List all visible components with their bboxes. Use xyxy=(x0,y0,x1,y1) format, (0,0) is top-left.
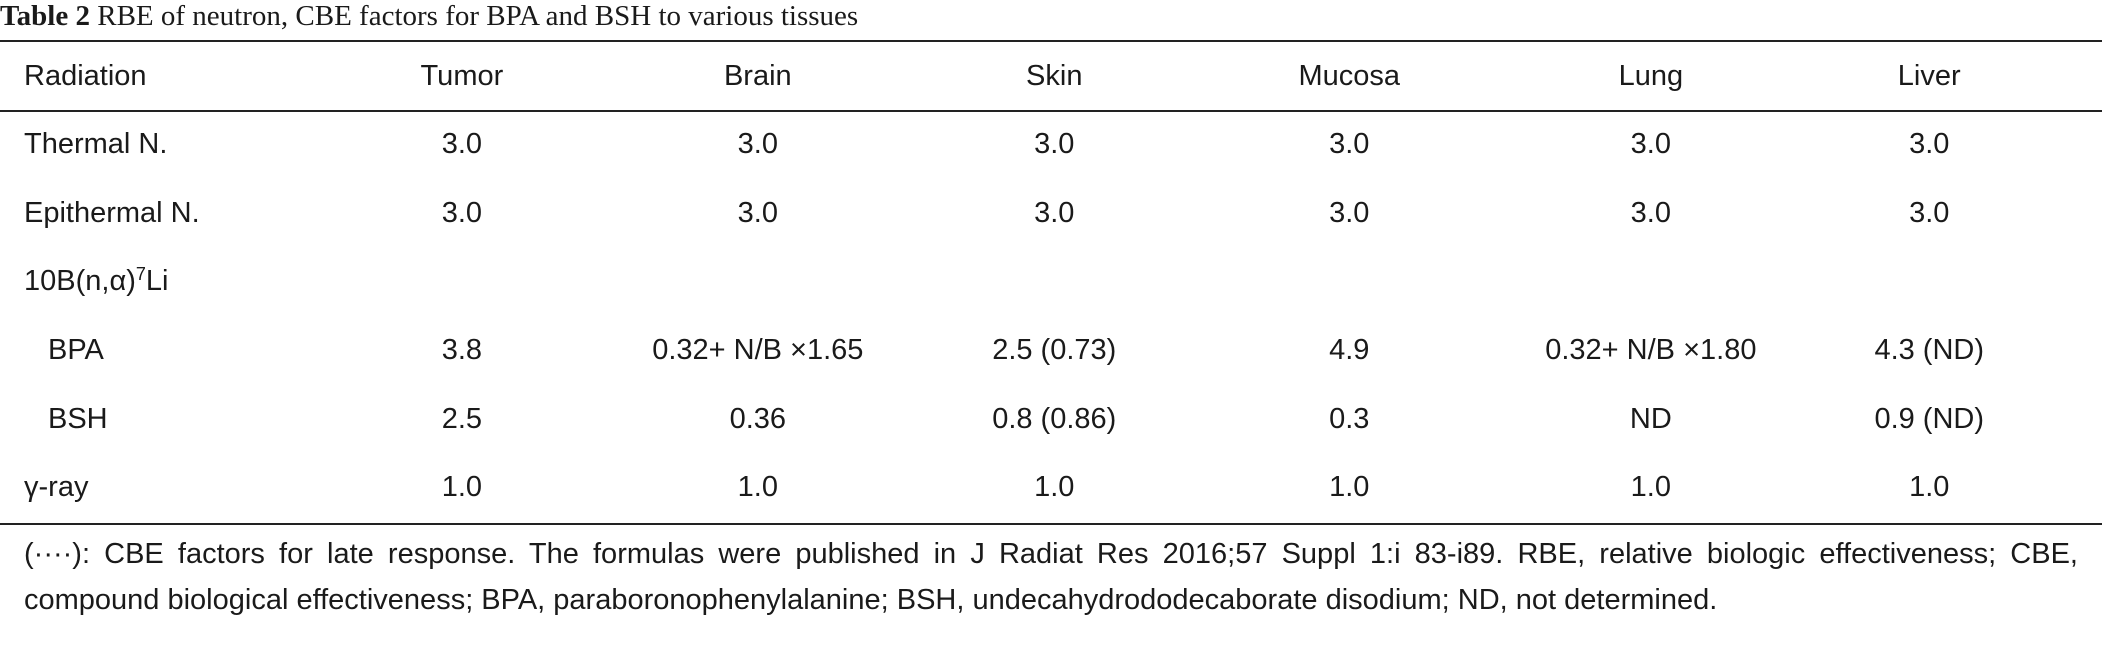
table-title: RBE of neutron, CBE factors for BPA and … xyxy=(97,0,859,32)
cell-lung: 1.0 xyxy=(1630,471,1671,504)
cell-brain: 1.0 xyxy=(737,471,778,504)
cell-mucosa xyxy=(1153,247,1545,316)
cell-lung: 0.32+ N/B ×1.80 xyxy=(1545,333,1757,366)
row-label: Thermal N. xyxy=(24,127,168,160)
cell-mucosa: 3.0 xyxy=(1329,196,1370,229)
cell-liver: 3.0 xyxy=(1909,127,1950,160)
cell-lung: 3.0 xyxy=(1630,127,1671,160)
cell-lung: 3.0 xyxy=(1630,196,1671,229)
cell-tumor: 3.0 xyxy=(441,127,483,160)
cell-skin: 1.0 xyxy=(1034,471,1075,504)
cell-mucosa: 3.0 xyxy=(1329,127,1370,160)
column-header-lung: Lung xyxy=(1618,59,1684,92)
cell-brain: 0.32+ N/B ×1.65 xyxy=(652,333,864,366)
row-label: γ-ray xyxy=(24,471,89,504)
cell-mucosa: 4.9 xyxy=(1329,333,1370,366)
bottom-rule xyxy=(0,523,2102,525)
table-row: BPA 3.8 0.32+ N/B ×1.65 2.5 (0.73) 4.9 0… xyxy=(0,316,2102,385)
row-label: 10B(n,α)7Li xyxy=(0,247,363,316)
top-rule xyxy=(0,40,2102,42)
column-header-liver: Liver xyxy=(1897,59,1961,92)
column-header-skin: Skin xyxy=(1026,59,1083,92)
cell-skin: 0.8 (0.86) xyxy=(992,402,1117,435)
cell-lung xyxy=(1545,247,1756,316)
cell-skin: 3.0 xyxy=(1034,127,1075,160)
table-row: γ-ray 1.0 1.0 1.0 1.0 1.0 1.0 xyxy=(0,453,2102,522)
cell-lung: ND xyxy=(1629,402,1672,435)
table-row: Epithermal N. 3.0 3.0 3.0 3.0 3.0 3.0 xyxy=(0,179,2102,248)
table-row: Thermal N. 3.0 3.0 3.0 3.0 3.0 3.0 xyxy=(0,110,2102,179)
table-caption: Table 2 RBE of neutron, CBE factors for … xyxy=(0,0,858,36)
column-header-radiation: Radiation xyxy=(24,59,147,92)
row-label: Epithermal N. xyxy=(24,196,200,229)
cell-brain: 3.0 xyxy=(737,196,778,229)
cell-tumor: 2.5 xyxy=(441,402,483,435)
cell-liver: 4.3 (ND) xyxy=(1874,333,1985,366)
cell-brain: 0.36 xyxy=(729,402,787,435)
cell-skin xyxy=(955,247,1153,316)
table-footnote: (····): CBE factors for late response. T… xyxy=(24,538,2078,616)
cell-tumor xyxy=(363,247,560,316)
cell-mucosa: 0.3 xyxy=(1329,402,1370,435)
cell-skin: 3.0 xyxy=(1034,196,1075,229)
table-row: 10B(n,α)7Li xyxy=(0,247,2102,316)
row-label: BPA xyxy=(48,333,104,366)
row-label: BSH xyxy=(48,402,108,435)
row-label-tail: Li xyxy=(145,265,169,298)
cell-brain: 3.0 xyxy=(737,127,778,160)
table-label: Table 2 xyxy=(0,0,90,32)
cell-tumor: 3.0 xyxy=(441,196,483,229)
cell-liver: 0.9 (ND) xyxy=(1874,402,1985,435)
table-row: BSH 2.5 0.36 0.8 (0.86) 0.3 ND 0.9 (ND) xyxy=(0,385,2102,454)
header-rule xyxy=(0,110,2102,112)
row-label-superscript: 7 xyxy=(135,264,146,285)
data-table: Radiation Tumor Brain Skin Mucosa Lung L… xyxy=(0,42,2102,522)
cell-liver: 3.0 xyxy=(1909,196,1950,229)
cell-liver: 1.0 xyxy=(1909,471,1950,504)
column-header-mucosa: Mucosa xyxy=(1298,59,1400,92)
column-header-brain: Brain xyxy=(723,59,792,92)
row-label-base: 10B(n,α) xyxy=(24,265,136,298)
cell-tumor: 3.8 xyxy=(441,333,483,366)
column-header-tumor: Tumor xyxy=(420,59,504,92)
cell-liver xyxy=(1756,247,2102,316)
cell-skin: 2.5 (0.73) xyxy=(992,333,1117,366)
cell-brain xyxy=(560,247,955,316)
cell-tumor: 1.0 xyxy=(441,471,483,504)
cell-mucosa: 1.0 xyxy=(1329,471,1370,504)
header-row: Radiation Tumor Brain Skin Mucosa Lung L… xyxy=(0,42,2102,110)
